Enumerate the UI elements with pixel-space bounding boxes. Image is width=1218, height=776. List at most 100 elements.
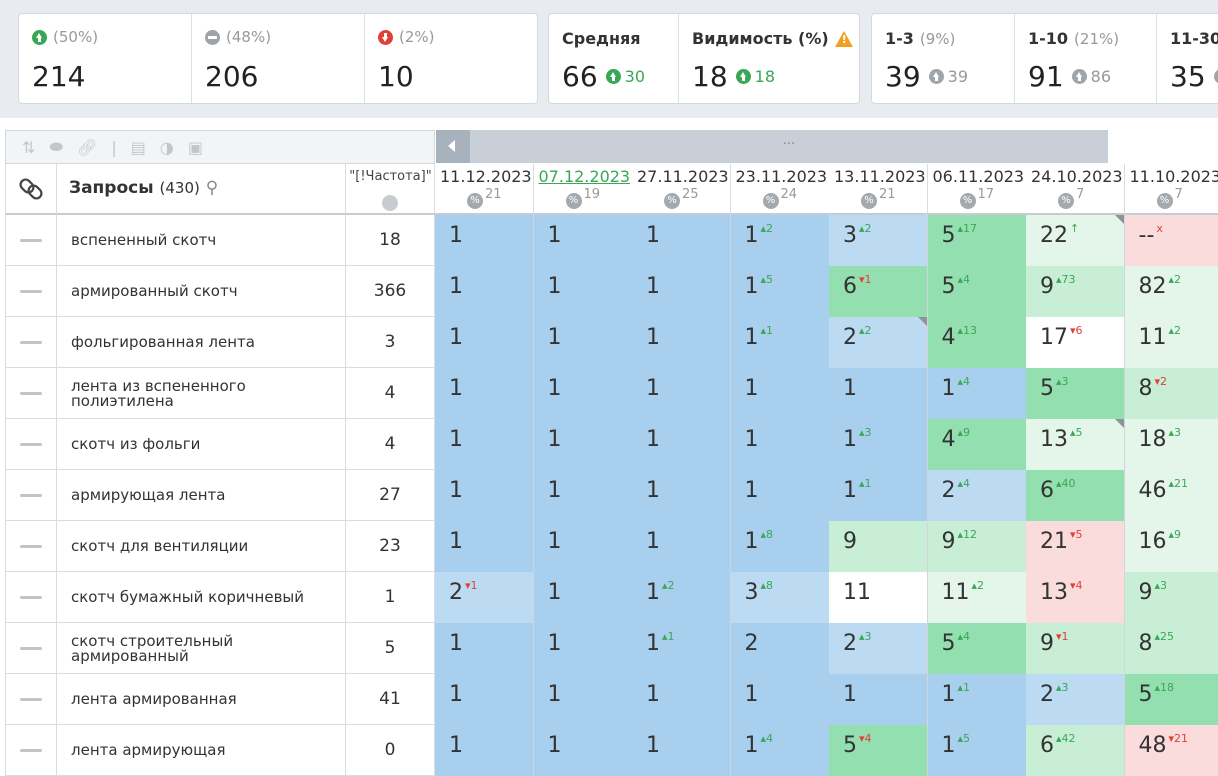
position-cell[interactable]: 1▴8 — [731, 521, 830, 572]
position-cell[interactable]: 1▴1 — [928, 674, 1027, 725]
position-cell[interactable]: 1 — [435, 521, 534, 572]
position-cell[interactable]: 9▴3 — [1125, 572, 1218, 623]
row-link-dash-icon[interactable] — [5, 419, 57, 470]
position-cell[interactable]: 3▴2 — [829, 215, 928, 266]
position-cell[interactable]: 1 — [829, 368, 928, 419]
position-cell[interactable]: 1 — [534, 419, 633, 470]
calendar-icon[interactable]: ▤ — [131, 138, 146, 157]
summary-up[interactable]: (50%) 214 — [19, 14, 192, 104]
position-cell[interactable]: 1 — [632, 266, 731, 317]
position-cell[interactable]: 1▴1 — [829, 470, 928, 521]
position-cell[interactable]: 13▾4 — [1026, 572, 1125, 623]
position-cell[interactable]: 1 — [632, 470, 731, 521]
query-column-header[interactable]: Запросы (430) ⚲ — [57, 164, 346, 215]
position-cell[interactable]: 1▴1 — [632, 623, 731, 674]
position-cell[interactable]: 1▴2 — [632, 572, 731, 623]
row-link-dash-icon[interactable] — [5, 317, 57, 368]
position-cell[interactable]: 11▴2 — [928, 572, 1027, 623]
position-cell[interactable]: 4▴13 — [928, 317, 1027, 368]
link-icon[interactable]: 🔗︎ — [77, 138, 97, 157]
date-column-header[interactable]: 11.10.2023%7 — [1125, 164, 1218, 215]
position-cell[interactable]: 2▴4 — [928, 470, 1027, 521]
date-column-header[interactable]: 24.10.2023%7 — [1026, 164, 1125, 215]
date-column-header[interactable]: 06.11.2023%17 — [928, 164, 1027, 215]
position-cell[interactable]: 1▴3 — [829, 419, 928, 470]
font-size-icon[interactable]: ▣ — [188, 138, 203, 157]
position-cell[interactable]: 1▴2 — [731, 215, 830, 266]
position-cell[interactable]: 1 — [534, 317, 633, 368]
position-cell[interactable]: 1 — [435, 674, 534, 725]
position-cell[interactable]: 1 — [435, 419, 534, 470]
position-cell[interactable]: 1 — [534, 623, 633, 674]
link-column-header[interactable] — [5, 164, 57, 215]
position-cell[interactable]: 5▴3 — [1026, 368, 1125, 419]
sort-icon[interactable]: ⇅ — [22, 138, 35, 157]
scroll-thumb[interactable]: ··· — [470, 130, 1108, 163]
position-cell[interactable]: 1 — [731, 470, 830, 521]
position-cell[interactable]: 1 — [632, 368, 731, 419]
position-cell[interactable]: 1 — [435, 368, 534, 419]
position-cell[interactable]: 18▴3 — [1125, 419, 1218, 470]
position-cell[interactable]: 1 — [435, 470, 534, 521]
row-link-dash-icon[interactable] — [5, 521, 57, 572]
position-cell[interactable]: 5▴18 — [1125, 674, 1218, 725]
position-cell[interactable]: 9▴73 — [1026, 266, 1125, 317]
position-cell[interactable]: 1▴5 — [731, 266, 830, 317]
date-label[interactable]: 07.12.2023 — [539, 167, 631, 186]
position-cell[interactable]: 1 — [534, 521, 633, 572]
row-link-dash-icon[interactable] — [5, 215, 57, 266]
position-cell[interactable]: 1 — [632, 215, 731, 266]
date-column-header[interactable]: 23.11.2023%24 — [731, 164, 830, 215]
position-cell[interactable]: 3▴8 — [731, 572, 830, 623]
position-cell[interactable]: 1 — [731, 674, 830, 725]
position-cell[interactable]: 1 — [632, 674, 731, 725]
position-cell[interactable]: 2▴3 — [829, 623, 928, 674]
position-cell[interactable]: 2▾1 — [435, 572, 534, 623]
warning-icon[interactable] — [835, 31, 853, 47]
position-cell[interactable]: 6▴40 — [1026, 470, 1125, 521]
position-cell[interactable]: 11▴2 — [1125, 317, 1218, 368]
row-link-dash-icon[interactable] — [5, 572, 57, 623]
position-cell[interactable]: 5▾4 — [829, 725, 928, 776]
summary-same[interactable]: (48%) 206 — [192, 14, 365, 104]
position-cell[interactable]: 2▴3 — [1026, 674, 1125, 725]
position-cell[interactable]: 1▴4 — [928, 368, 1027, 419]
position-cell[interactable]: 1 — [534, 470, 633, 521]
position-cell[interactable]: 82▴2 — [1125, 266, 1218, 317]
position-cell[interactable]: 1 — [534, 674, 633, 725]
position-cell[interactable]: 6▾1 — [829, 266, 928, 317]
position-cell[interactable]: 5▴4 — [928, 266, 1027, 317]
position-cell[interactable]: 1 — [435, 215, 534, 266]
position-cell[interactable]: 13▴5 — [1026, 419, 1125, 470]
position-cell[interactable]: 17▾6 — [1026, 317, 1125, 368]
position-cell[interactable]: --x — [1125, 215, 1218, 266]
frequency-column-header[interactable]: "[!Частота]" — [346, 164, 435, 215]
scroll-left-button[interactable] — [436, 130, 470, 163]
date-column-header[interactable]: 11.12.2023%21 — [435, 164, 534, 215]
date-column-header[interactable]: 13.11.2023%21 — [829, 164, 928, 215]
position-cell[interactable]: 1▴4 — [731, 725, 830, 776]
row-link-dash-icon[interactable] — [5, 623, 57, 674]
row-link-dash-icon[interactable] — [5, 266, 57, 317]
position-cell[interactable]: 1 — [435, 266, 534, 317]
horizontal-scrollbar[interactable]: ··· — [436, 130, 1218, 164]
position-cell[interactable]: 1 — [534, 266, 633, 317]
position-cell[interactable]: 1 — [632, 521, 731, 572]
position-cell[interactable]: 1 — [731, 368, 830, 419]
range-11-30[interactable]: 11-30 35 — [1157, 14, 1218, 104]
position-cell[interactable]: 1▴5 — [928, 725, 1027, 776]
position-cell[interactable]: 5▴17 — [928, 215, 1027, 266]
position-cell[interactable]: 46▴21 — [1125, 470, 1218, 521]
contrast-icon[interactable]: ◑ — [160, 138, 174, 157]
